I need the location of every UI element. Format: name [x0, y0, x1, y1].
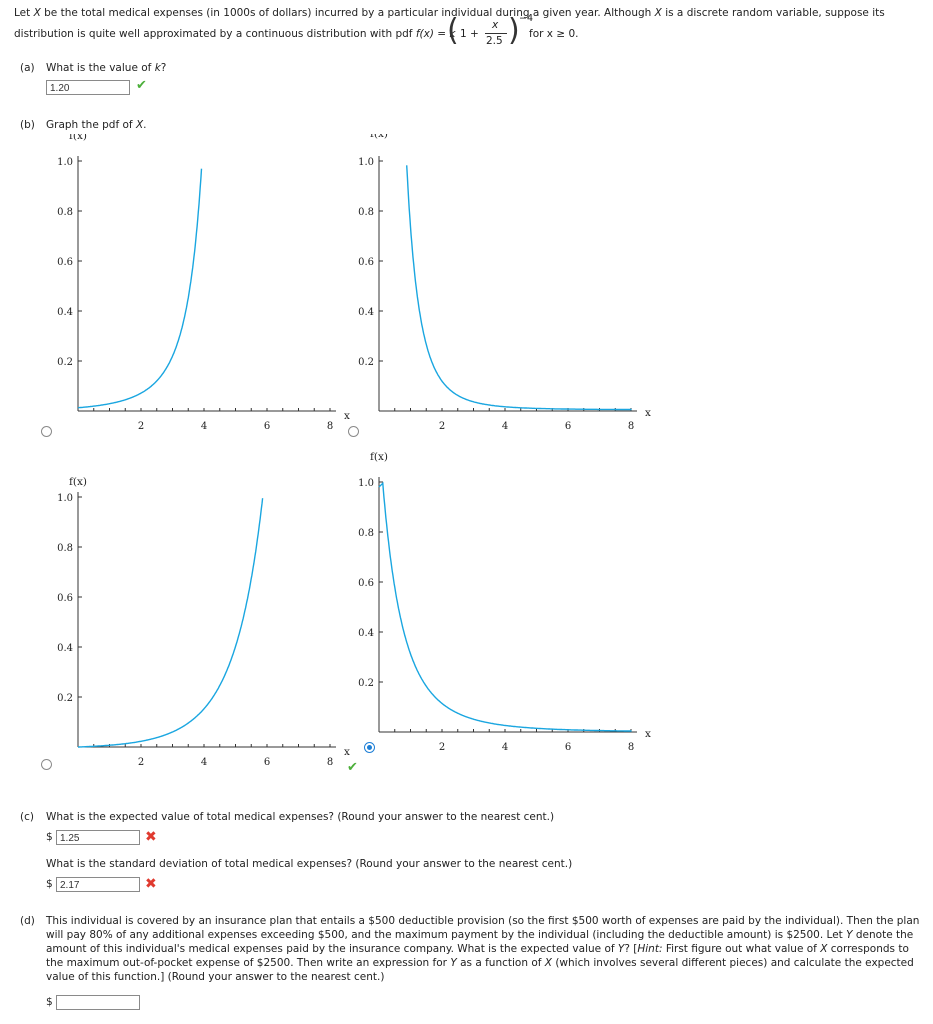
y-tick-label: 0.4 — [358, 628, 374, 639]
y-tick-label: 0.6 — [57, 593, 73, 604]
graph-option-1-radio[interactable] — [41, 426, 52, 437]
y-axis-label: f(x) — [69, 476, 87, 488]
x-tick-label: 8 — [327, 757, 333, 768]
graph-option-4-radio[interactable] — [364, 742, 375, 753]
graph-option-2: 1.0 0.8 0.6 0.4 0.2 2 4 6 8 f(x) x — [358, 134, 651, 432]
x-axis-label: x — [344, 410, 350, 422]
pdf-curve — [406, 165, 632, 411]
domain-text: for x ≥ 0. — [529, 28, 579, 40]
y-tick-label: 0.2 — [358, 357, 374, 368]
part-d-question: This individual is covered by an insuran… — [46, 915, 920, 983]
pdf-curve — [77, 168, 203, 409]
part-c-question-mean: What is the expected value of total medi… — [46, 811, 555, 823]
currency-symbol: $ — [46, 878, 53, 890]
x-tick-label: 4 — [502, 421, 508, 432]
y-tick-label: 1.0 — [57, 157, 73, 168]
x-tick-label: 8 — [628, 742, 634, 753]
x-axis-label: x — [645, 728, 651, 740]
x-tick-label: 6 — [264, 757, 270, 768]
x-tick-label: 6 — [565, 421, 571, 432]
part-d-label: (d) — [20, 915, 35, 927]
currency-symbol: $ — [46, 831, 53, 843]
x-tick-label: 2 — [138, 421, 144, 432]
graph-option-3-radio[interactable] — [41, 759, 52, 770]
part-b-label: (b) — [20, 119, 35, 131]
std-dev-input[interactable]: 2.17 — [56, 877, 140, 892]
part-c-label: (c) — [20, 811, 34, 823]
problem-intro-line1: Let X be the total medical expenses (in … — [14, 7, 885, 19]
insurance-expected-value-input[interactable] — [56, 995, 140, 1010]
check-icon: ✔ — [347, 760, 358, 775]
expected-value-input[interactable]: 1.25 — [56, 830, 140, 845]
y-tick-label: 1.0 — [358, 157, 374, 168]
y-tick-label: 0.8 — [57, 207, 73, 218]
currency-symbol: $ — [46, 996, 53, 1008]
part-c-question-sd: What is the standard deviation of total … — [46, 858, 573, 870]
y-tick-label: 0.8 — [358, 528, 374, 539]
graph-option-3: 1.0 0.8 0.6 0.4 0.2 2 4 6 8 f(x) x — [57, 476, 350, 768]
pdf-curve — [78, 498, 264, 748]
y-tick-label: 0.2 — [57, 693, 73, 704]
graph-option-1: 1.0 0.8 0.6 0.4 0.2 2 4 6 8 f(x) x — [57, 134, 350, 432]
y-axis-label: f(x) — [370, 134, 388, 140]
y-tick-label: 0.4 — [57, 643, 73, 654]
y-tick-label: 0.6 — [57, 257, 73, 268]
check-icon: ✔ — [136, 78, 147, 93]
y-tick-label: 0.6 — [358, 257, 374, 268]
pdf-formula: ( 1 + x 2.5 ) −4 — [447, 13, 534, 48]
y-tick-label: 0.6 — [358, 578, 374, 589]
y-tick-label: 1.0 — [358, 478, 374, 489]
x-tick-label: 2 — [439, 742, 445, 753]
pdf-curve — [378, 481, 632, 732]
y-tick-label: 0.4 — [358, 307, 374, 318]
y-tick-label: 0.4 — [57, 307, 73, 318]
part-b-question: Graph the pdf of X. — [46, 119, 147, 131]
x-axis-label: x — [344, 746, 350, 758]
x-tick-label: 2 — [138, 757, 144, 768]
y-tick-label: 0.2 — [57, 357, 73, 368]
y-tick-label: 1.0 — [57, 493, 73, 504]
x-tick-label: 8 — [327, 421, 333, 432]
graph-option-4: 1.0 0.8 0.6 0.4 0.2 2 4 6 8 f(x) x — [358, 452, 651, 753]
y-tick-label: 0.8 — [358, 207, 374, 218]
x-tick-label: 2 — [439, 421, 445, 432]
x-axis-label: x — [645, 407, 651, 419]
y-axis-label: f(x) — [69, 134, 87, 142]
x-tick-label: 4 — [201, 421, 207, 432]
x-tick-label: 4 — [502, 742, 508, 753]
x-tick-label: 8 — [628, 421, 634, 432]
part-a-label: (a) — [20, 62, 35, 74]
x-tick-label: 6 — [264, 421, 270, 432]
x-mark-icon: ✖ — [145, 829, 157, 845]
problem-intro-line2: distribution is quite well approximated … — [14, 28, 456, 40]
part-a-question: What is the value of k? — [46, 62, 167, 74]
x-tick-label: 6 — [565, 742, 571, 753]
x-mark-icon: ✖ — [145, 876, 157, 892]
k-answer-input[interactable]: 1.20 — [46, 80, 130, 95]
y-axis-label: f(x) — [370, 452, 388, 463]
graph-option-2-radio[interactable] — [348, 426, 359, 437]
y-tick-label: 0.2 — [358, 678, 374, 689]
x-tick-label: 4 — [201, 757, 207, 768]
y-tick-label: 0.8 — [57, 543, 73, 554]
